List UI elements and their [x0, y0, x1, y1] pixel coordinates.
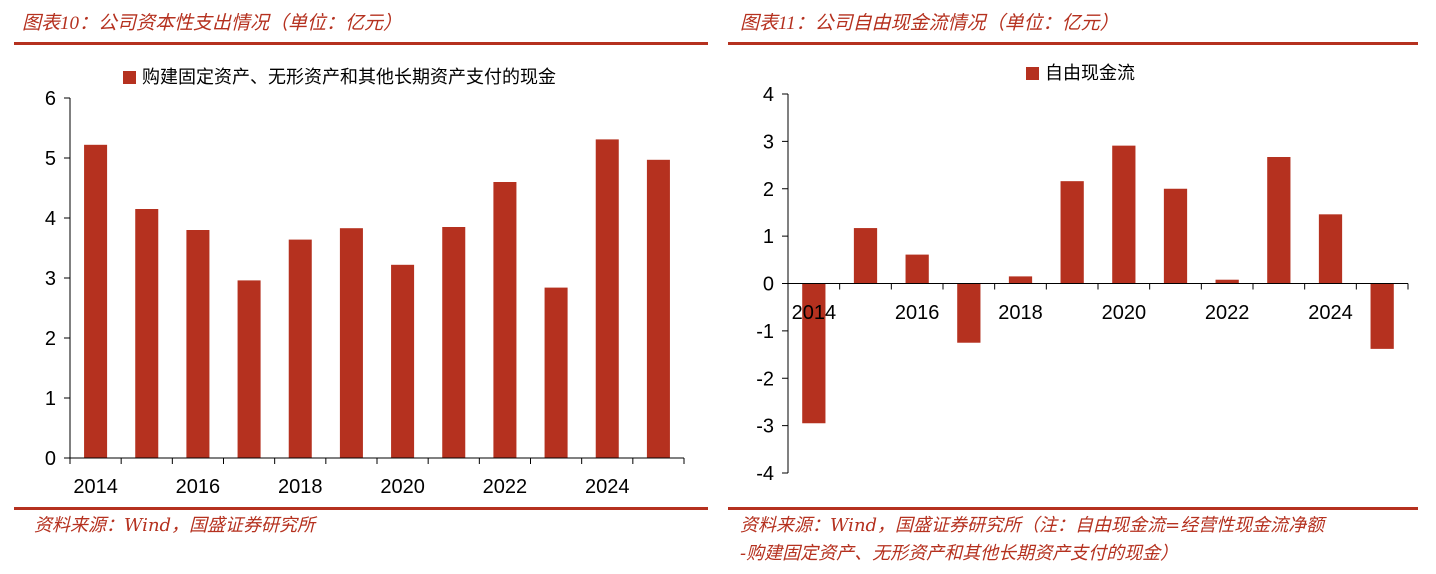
x-tick-label: 2024 [585, 476, 630, 498]
title-number: 10 [60, 13, 80, 34]
y-tick-label: 2 [45, 328, 56, 350]
bar [802, 283, 826, 424]
y-tick-label: 4 [45, 208, 56, 230]
bar [957, 283, 981, 343]
y-tick-label: 6 [45, 88, 56, 110]
bar [1060, 181, 1084, 284]
fcf-panel: 图表11：公司自由现金流情况（单位：亿元） 自由现金流 -4 -3 -2 -1 0 1 2 3 4… [718, 0, 1436, 574]
y-tick-label: -1 [756, 321, 774, 343]
source-note-line1: 资料来源：Wind，国盛证券研究所（注：自由现金流=经营性现金流净额 [740, 515, 1325, 536]
y-tick-label: 0 [45, 448, 56, 470]
bar [339, 228, 363, 458]
source-note: 资料来源：Wind，国盛证券研究所 [34, 515, 316, 536]
title-prefix: 图表 [22, 12, 61, 34]
bar [853, 228, 878, 284]
bar [544, 287, 568, 458]
legend-label: 购建固定资产、无形资产和其他长期资产支付的现金 [142, 67, 556, 88]
y-tick-label: 2 [763, 179, 774, 201]
x-tick-label: 2014 [73, 476, 118, 498]
title-rule [14, 42, 708, 45]
bar [1008, 276, 1033, 284]
legend-label: 自由现金流 [1045, 63, 1135, 84]
x-tick-label: 2020 [380, 476, 425, 498]
x-tick-label: 2022 [483, 476, 528, 498]
x-tick-label: 2020 [1102, 302, 1147, 324]
bar [186, 230, 210, 458]
chart-title: 图表11：公司自由现金流情况（单位：亿元） [740, 8, 1119, 35]
bar [493, 182, 517, 458]
source-rule [14, 507, 708, 510]
y-tick-label: 3 [763, 131, 774, 153]
capex-chart: 购建固定资产、无形资产和其他长期资产支付的现金 0 1 2 3 4 5 6 2014 2016 20… [45, 67, 685, 498]
y-tick-label: 1 [45, 388, 56, 410]
bar [1163, 188, 1188, 284]
legend: 自由现金流 [1026, 63, 1135, 84]
y-tick-label: 4 [763, 84, 774, 106]
y-tick-label: -4 [756, 463, 774, 485]
legend-swatch [123, 71, 136, 84]
bar [595, 139, 619, 458]
bar [646, 159, 670, 459]
bar [1112, 145, 1136, 284]
chart-title: 图表10：公司资本性支出情况（单位：亿元） [22, 8, 402, 35]
source-rule [728, 507, 1418, 510]
x-tick-label: 2018 [998, 302, 1043, 324]
bar [288, 239, 312, 458]
y-tick-label: 5 [45, 148, 56, 170]
y-tick-label: 3 [45, 268, 56, 290]
capex-panel: 图表10：公司资本性支出情况（单位：亿元） 购建固定资产、无形资产和其他长期资产… [14, 8, 708, 536]
legend-swatch [1026, 67, 1039, 80]
title-text: ：公司自由现金流情况（单位：亿元） [795, 12, 1119, 34]
source-note-line2: -购建固定资产、无形资产和其他长期资产支付的现金） [740, 543, 1179, 564]
title-number: 11 [778, 13, 796, 34]
x-tick-label: 2016 [176, 476, 221, 498]
fcf-chart: 自由现金流 -4 -3 -2 -1 0 1 2 3 4 2014 2016 2018 2020 2022 20… [756, 63, 1409, 485]
bar [1215, 279, 1239, 284]
x-tick-label: 2022 [1205, 302, 1250, 324]
bar [84, 144, 108, 459]
bar [391, 264, 415, 458]
x-tick-label: 2016 [895, 302, 940, 324]
legend: 购建固定资产、无形资产和其他长期资产支付的现金 [123, 67, 556, 88]
bar [442, 227, 466, 458]
bar [1267, 157, 1291, 284]
x-tick-label: 2024 [1308, 302, 1353, 324]
x-tick-label: 2014 [792, 302, 837, 324]
title-rule [728, 42, 1418, 45]
bar [135, 209, 159, 458]
bar [905, 254, 929, 284]
y-tick-label: 0 [763, 274, 774, 296]
bar [1318, 214, 1343, 284]
y-tick-label: -3 [756, 416, 774, 438]
y-tick-label: -2 [756, 368, 774, 390]
title-prefix: 图表 [740, 12, 779, 34]
x-tick-label: 2018 [278, 476, 323, 498]
bar [1370, 283, 1394, 349]
title-text: ：公司资本性支出情况（单位：亿元） [79, 12, 403, 34]
y-tick-label: 1 [763, 226, 774, 248]
bar [237, 280, 261, 458]
